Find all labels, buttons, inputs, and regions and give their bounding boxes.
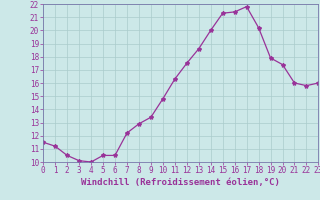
- X-axis label: Windchill (Refroidissement éolien,°C): Windchill (Refroidissement éolien,°C): [81, 178, 280, 187]
